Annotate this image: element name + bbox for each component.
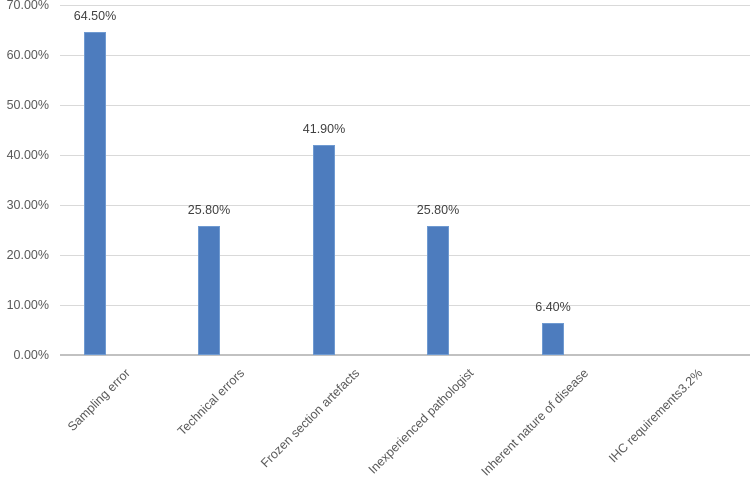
- x-axis-category-label: Sampling error: [65, 366, 133, 434]
- x-axis-category-label: IHC requirements3.2%: [605, 366, 705, 466]
- x-axis-category-label: Inherent nature of disease: [478, 366, 591, 479]
- x-axis-category-label: Frozen section artefacts: [257, 366, 362, 471]
- y-axis-tick-label: 10.00%: [6, 298, 49, 312]
- gridline: [60, 105, 750, 106]
- bar: [198, 226, 220, 355]
- gridline: [60, 155, 750, 156]
- x-axis-line: [60, 354, 750, 356]
- y-axis-tick-label: 40.00%: [6, 148, 49, 162]
- bar: [542, 323, 564, 355]
- bar: [427, 226, 449, 355]
- x-axis-category-label: Technical errors: [174, 366, 247, 439]
- gridline: [60, 5, 750, 6]
- bar-data-label: 25.80%: [416, 203, 460, 217]
- bar-data-label: 6.40%: [535, 300, 571, 314]
- y-axis-tick-label: 60.00%: [6, 48, 49, 62]
- y-axis-tick-label: 50.00%: [6, 98, 49, 112]
- gridline: [60, 305, 750, 306]
- bar: [313, 145, 335, 355]
- bar: [84, 32, 106, 355]
- bar-data-label: 25.80%: [187, 203, 231, 217]
- bar-data-label: 41.90%: [302, 122, 346, 136]
- y-axis-tick-label: 70.00%: [6, 0, 49, 12]
- gridline: [60, 55, 750, 56]
- y-axis-tick-label: 20.00%: [6, 248, 49, 262]
- y-axis-tick-label: 0.00%: [13, 348, 49, 362]
- gridline: [60, 205, 750, 206]
- y-axis-tick-label: 30.00%: [6, 198, 49, 212]
- bar-data-label: 64.50%: [73, 9, 117, 23]
- x-axis-category-label: Inexperienced pathologist: [365, 366, 476, 477]
- gridline: [60, 255, 750, 256]
